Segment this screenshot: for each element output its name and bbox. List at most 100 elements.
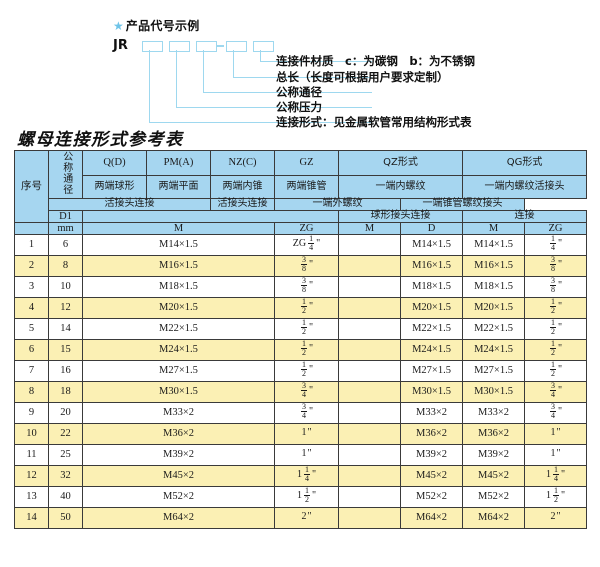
header-dn-label: 公称通径 [60, 151, 72, 195]
gz-inch-mark: " [307, 427, 312, 439]
header-group-end-2: 两端内锥 [210, 174, 275, 200]
header-seq-blank [14, 221, 49, 235]
table-row: 6 15 M24×1.5 1 2 " M24×1.5 M24×1.5 1 2 " [14, 338, 588, 361]
cell-seq: 11 [14, 443, 49, 466]
cell-seq: 12 [14, 464, 49, 487]
qg-inch-mark: " [557, 322, 563, 334]
cell-qz-m [338, 464, 401, 487]
cell-dn: 25 [48, 443, 83, 466]
leader-line-3-horizontal [203, 92, 372, 94]
leader-line-4-horizontal [176, 107, 372, 109]
header-unit-qg-m: M [462, 221, 526, 235]
cell-gz: 1 2 " [274, 359, 339, 382]
qg-inch-mark: " [557, 343, 563, 355]
cell-qz-m [338, 443, 401, 466]
cell-qz-m [338, 506, 401, 529]
header-seq: 序号 [14, 150, 49, 223]
gz-prefix: ZG [292, 238, 307, 250]
header-group-code-3: GZ [274, 150, 339, 176]
qg-inch-mark: " [556, 427, 561, 439]
table-row: 9 20 M33×2 3 4 " M33×2 M33×2 3 4 " [14, 401, 588, 424]
code-box-1 [142, 41, 163, 52]
cell-qg-m: M52×2 [462, 485, 526, 508]
cell-qz-d: M20×1.5 [399, 296, 464, 319]
cell-dn: 32 [48, 464, 83, 487]
gz-whole: 1 [296, 469, 302, 481]
cell-qz-m [338, 422, 401, 445]
product-code-diagram: ★ 产品代号示例 JR 连接件材质 c：为碳钢 b：为不锈钢 总长（长度可根据用… [0, 0, 600, 129]
header-left-blank [82, 209, 339, 223]
cell-qg-zg: 1 1 4 " [524, 464, 588, 487]
gz-inch-mark: " [308, 280, 314, 292]
cell-dn: 16 [48, 359, 83, 382]
cell-gz: 1 2 " [274, 338, 339, 361]
header-unit-qg-zg: ZG [524, 221, 588, 235]
cell-dn: 40 [48, 485, 83, 508]
cell-qz-m [338, 254, 401, 277]
cell-dn: 10 [48, 275, 83, 298]
callout-label-2: 总长（长度可根据用户要求定制） [276, 70, 449, 84]
cell-qg-m: M24×1.5 [462, 338, 526, 361]
header-row-units: mm M ZG M D M ZG [14, 221, 588, 235]
header-group-end-1: 两端平面 [146, 174, 211, 200]
gz-inch-mark: " [308, 322, 314, 334]
gz-inch-mark: " [308, 364, 314, 376]
cell-dn: 20 [48, 401, 83, 424]
qg-inch-mark: " [557, 301, 563, 313]
cell-dn: 6 [48, 233, 83, 256]
qg-inch-mark: " [557, 364, 563, 376]
table-row: 13 40 M52×2 1 1 2 " M52×2 M52×2 1 1 2 " [14, 485, 588, 508]
cell-dn: 14 [48, 317, 83, 340]
cell-gz: 3 4 " [274, 380, 339, 403]
callout-label-5: 连接形式：见金属软管常用结构形式表 [276, 115, 472, 129]
qg-inch-mark: " [556, 511, 561, 523]
header-group-code-1: PM(A) [146, 150, 211, 176]
table-row: 7 16 M27×1.5 1 2 " M27×1.5 M27×1.5 1 2 " [14, 359, 588, 382]
cell-qg-m: M64×2 [462, 506, 526, 529]
cell-gz: 3 4 " [274, 401, 339, 424]
cell-gz: 1 2 " [274, 317, 339, 340]
table-row: 3 10 M18×1.5 3 8 " M18×1.5 M18×1.5 3 8 " [14, 275, 588, 298]
cell-qg-zg: 3 8 " [524, 254, 588, 277]
header-unit-left-m: M [82, 221, 275, 235]
cell-m: M22×1.5 [82, 317, 275, 340]
cell-m: M39×2 [82, 443, 275, 466]
cell-gz: ZG 1 4 " [274, 233, 339, 256]
cell-m: M52×2 [82, 485, 275, 508]
cell-m: M36×2 [82, 422, 275, 445]
gz-inch-mark: " [307, 511, 312, 523]
cell-qz-m [338, 317, 401, 340]
cell-qz-m [338, 380, 401, 403]
gz-inch-mark: " [308, 406, 314, 418]
table-row: 8 18 M30×1.5 3 4 " M30×1.5 M30×1.5 3 4 " [14, 380, 588, 403]
cell-qg-zg: 1 " [524, 422, 588, 445]
cell-qz-d: M30×1.5 [399, 380, 464, 403]
qg-inch-mark: " [557, 238, 563, 250]
cell-seq: 2 [14, 254, 49, 277]
cell-qz-d: M33×2 [399, 401, 464, 424]
qg-whole: 2 [550, 511, 556, 523]
cell-qz-d: M27×1.5 [399, 359, 464, 382]
header-group-code-0: Q(D) [82, 150, 147, 176]
header-seq-label: 序号 [21, 179, 42, 192]
gz-inch-mark: " [316, 238, 321, 250]
qg-whole: 1 [545, 490, 551, 502]
cell-qg-m: M30×1.5 [462, 380, 526, 403]
cell-seq: 10 [14, 422, 49, 445]
cell-gz: 1 1 2 " [274, 485, 339, 508]
header-dn: 公称通径 [48, 149, 83, 200]
star-icon: ★ [113, 18, 124, 33]
cell-qz-d: M36×2 [399, 422, 464, 445]
cell-dn: 8 [48, 254, 83, 277]
cell-qg-zg: 1 2 " [524, 359, 588, 382]
cell-seq: 9 [14, 401, 49, 424]
cell-qz-m [338, 485, 401, 508]
gz-inch-mark: " [308, 343, 314, 355]
table-row: 2 8 M16×1.5 3 8 " M16×1.5 M16×1.5 3 8 " [14, 254, 588, 277]
